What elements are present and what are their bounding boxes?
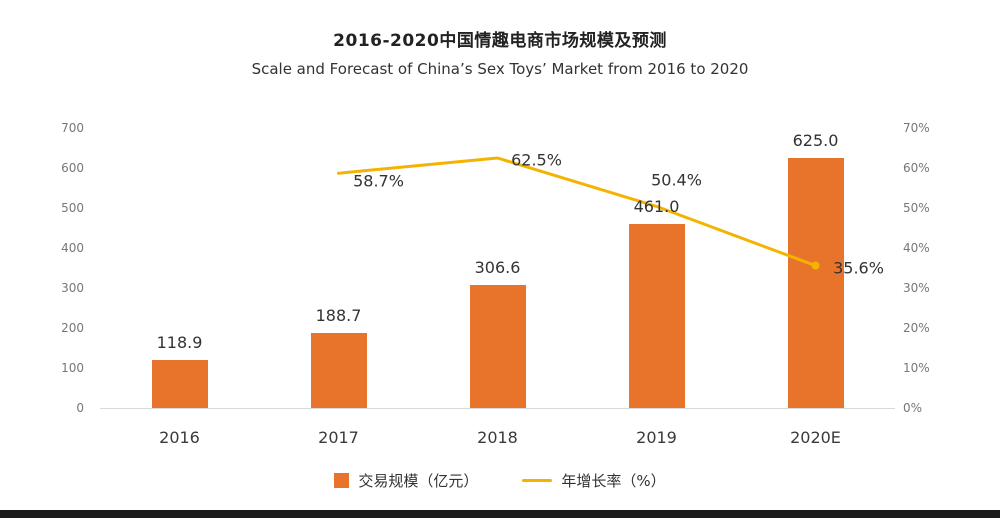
x-axis-label-2016: 2016 — [159, 428, 200, 447]
legend-label: 交易规模（亿元） — [358, 472, 479, 490]
x-axis-label-2020E: 2020E — [790, 428, 841, 447]
growth-rate-label: 35.6% — [833, 258, 884, 278]
bottom-strip — [0, 510, 1000, 518]
left-axis-tick: 500 — [61, 201, 84, 215]
left-axis-tick: 600 — [61, 161, 84, 175]
left-axis: 0 100 200 300 400 500 600 700 — [48, 121, 88, 415]
left-axis-tick: 200 — [61, 321, 84, 335]
bar-value-label-2019: 461.0 — [633, 196, 680, 216]
legend-label: 年增长率（%） — [561, 472, 666, 490]
bar-value-label-2018: 306.6 — [474, 258, 521, 278]
x-axis: 2016 2017 2018 2019 2020E — [0, 428, 1000, 452]
left-axis-tick: 300 — [61, 281, 84, 295]
x-axis-label-2019: 2019 — [636, 428, 677, 447]
growth-rate-label: 50.4% — [651, 170, 702, 190]
left-axis-tick: 400 — [61, 241, 84, 255]
right-axis-tick: 10% — [903, 361, 930, 375]
plot-area: 118.9 188.7 306.6 461.0 625.0 58.7% 62.5% 50.4%… — [100, 128, 895, 409]
right-axis-tick: 30% — [903, 281, 930, 295]
legend: 交易规模（亿元） 年增长率（%） — [0, 470, 1000, 491]
bar-value-label-2020E: 625.0 — [792, 131, 839, 150]
bar-2016 — [151, 360, 208, 408]
growth-rate-label: 62.5% — [511, 150, 562, 170]
x-axis-label-2018: 2018 — [477, 428, 518, 447]
bar-2017 — [310, 332, 367, 408]
bar-2019 — [628, 223, 685, 408]
right-axis-tick: 60% — [903, 161, 930, 175]
bar-2018 — [469, 285, 526, 408]
bar-value-label-2016: 118.9 — [156, 333, 203, 353]
left-axis-tick: 100 — [61, 361, 84, 375]
growth-rate-label: 58.7% — [353, 171, 404, 191]
left-axis-tick: 0 — [76, 401, 84, 415]
line-legend-swatch — [522, 479, 553, 482]
chart-subtitle: Scale and Forecast of China’s Sex Toys’ … — [251, 60, 749, 78]
x-axis-label-2017: 2017 — [318, 428, 359, 447]
bar-2020E — [787, 158, 844, 408]
right-axis-tick: 50% — [903, 201, 930, 215]
left-axis-tick: 700 — [61, 121, 84, 135]
right-axis-tick: 40% — [903, 241, 930, 255]
bar-legend-swatch — [334, 473, 350, 488]
right-axis-tick: 70% — [903, 121, 930, 135]
growth-rate-line — [337, 156, 820, 270]
right-axis: 0% 10% 20% 30% 40% 50% 60% 70% — [903, 121, 953, 415]
right-axis-tick: 0% — [903, 401, 923, 415]
bar-value-label-2017: 188.7 — [315, 305, 362, 325]
legend-item: 交易规模（亿元） — [334, 470, 478, 491]
chart-title: 2016-2020中国情趣电商市场规模及预测 — [333, 31, 667, 51]
right-axis-tick: 20% — [903, 321, 930, 335]
legend-item: 年增长率（%） — [522, 470, 666, 491]
